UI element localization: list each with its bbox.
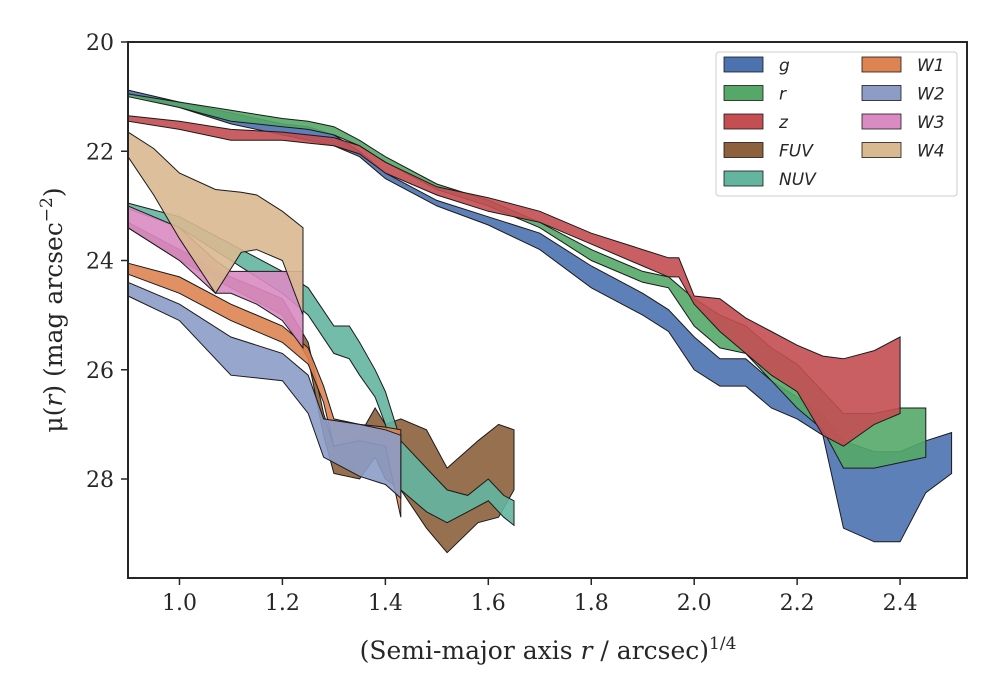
y-axis-label-mu: μ( <box>39 407 68 433</box>
legend-swatch-fuv <box>723 142 764 158</box>
legend-swatch-w3 <box>861 113 902 130</box>
x-axis-label-var: r <box>581 636 595 665</box>
x-tick-label: 1.2 <box>265 591 300 616</box>
legend-label-w2: W2 <box>917 85 945 105</box>
series-band-w4 <box>127 131 304 316</box>
legend-swatch-r <box>723 85 764 101</box>
series-layer <box>127 89 953 554</box>
y-tick-label: 24 <box>86 250 114 275</box>
x-tick-label: 1.0 <box>162 591 197 616</box>
series-band-z <box>127 115 901 447</box>
legend-swatch-w2 <box>861 85 902 101</box>
legend: grz FUV NUV W1 W2 W3 W4 <box>715 51 958 197</box>
legend-label-r: r <box>779 85 787 105</box>
legend-label-w4: W4 <box>917 142 945 162</box>
plot-frame <box>127 41 968 579</box>
x-tick-label: 1.8 <box>574 591 609 616</box>
legend-swatch-g <box>723 56 764 73</box>
x-tick-label: 2.4 <box>883 591 918 616</box>
y-axis-label-close: ) <box>39 187 68 197</box>
legend-label-w3: W3 <box>917 113 945 133</box>
y-axis-label-var: r <box>39 393 68 407</box>
legend-swatch-z <box>723 113 764 130</box>
x-tick-label: 1.4 <box>368 591 403 616</box>
y-axis-label: μ(r) (mag arcsec−2) <box>37 187 68 432</box>
legend-swatch-w4 <box>861 142 902 158</box>
series-band-w2 <box>127 281 402 500</box>
legend-label-fuv: FUV <box>779 142 814 162</box>
y-tick-label: 26 <box>86 359 114 384</box>
y-axis-label-exponent: −2 <box>37 197 57 222</box>
x-axis-label-prefix: (Semi-major axis <box>360 636 581 665</box>
y-tick-label: 28 <box>86 468 114 493</box>
legend-swatch-w1 <box>861 56 902 73</box>
y-axis-label-mid: ) (mag arcsec <box>39 222 68 395</box>
legend-label-g: g <box>779 56 790 76</box>
x-tick-label: 2.2 <box>780 591 815 616</box>
y-tick-label: 22 <box>86 140 114 165</box>
series-band-nuv <box>127 202 515 527</box>
series-band-w1 <box>127 262 402 518</box>
x-axis-label: (Semi-major axis r / arcsec)1/4 <box>360 634 737 665</box>
x-tick-label: 2.0 <box>677 591 712 616</box>
legend-swatch-nuv <box>723 170 764 187</box>
legend-label-z: z <box>778 113 789 133</box>
x-axis-label-exponent: 1/4 <box>709 634 736 654</box>
series-band-g <box>127 89 953 543</box>
ticks-layer: 1.0 1.2 1.4 1.6 1.8 2.0 2.2 2.4 20 22 24 26 28 <box>86 31 918 616</box>
y-tick-label: 20 <box>86 31 114 56</box>
x-axis-label-suffix: / arcsec) <box>592 636 709 665</box>
legend-label-w1: W1 <box>917 56 945 76</box>
x-tick-label: 1.6 <box>471 591 506 616</box>
legend-label-nuv: NUV <box>779 170 817 190</box>
